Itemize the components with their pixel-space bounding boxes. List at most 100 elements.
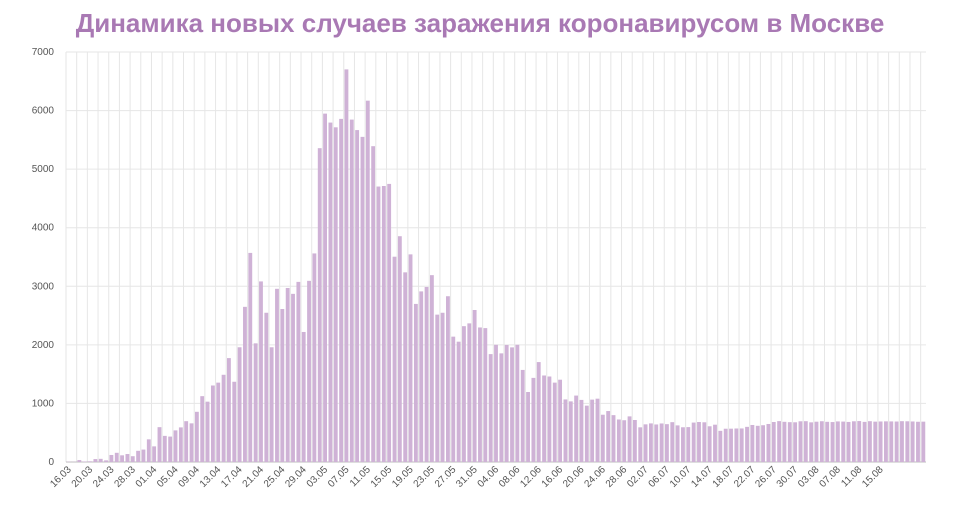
bar: [574, 395, 579, 462]
grid-lines: [65, 51, 926, 463]
y-tick-label: 3000: [32, 281, 55, 292]
bar: [371, 146, 376, 462]
bar: [269, 347, 274, 462]
x-tick-label: 22.07: [732, 464, 758, 490]
bar: [686, 427, 691, 462]
x-tick-label: 12.06: [518, 464, 544, 490]
bar: [504, 344, 509, 462]
bar: [520, 369, 525, 462]
bar: [344, 69, 349, 462]
y-tick-label: 1000: [32, 398, 55, 409]
bar: [381, 186, 386, 463]
x-tick-label: 24.06: [582, 464, 608, 490]
bar: [328, 122, 333, 462]
x-tick-label: 26.07: [753, 464, 779, 490]
x-tick-label: 28.03: [112, 464, 138, 490]
bar: [558, 379, 563, 462]
bar: [130, 456, 135, 462]
bar: [648, 423, 653, 462]
bar: [104, 460, 108, 462]
bar: [878, 421, 883, 462]
bar: [675, 425, 680, 462]
bar: [296, 281, 301, 462]
bar: [120, 455, 125, 462]
bar: [713, 424, 717, 462]
bar: [793, 422, 798, 462]
x-tick-label: 24.03: [91, 464, 117, 490]
bar: [867, 421, 872, 462]
x-tick-label: 09.04: [177, 464, 203, 490]
bar: [750, 424, 755, 462]
bar: [622, 420, 627, 462]
bar: [755, 425, 760, 462]
bar: [88, 461, 92, 462]
bar: [643, 424, 648, 462]
bar: [440, 312, 445, 462]
bar: [77, 460, 82, 462]
bar: [333, 127, 338, 462]
bar: [184, 421, 189, 462]
x-tick-label: 04.06: [476, 464, 502, 490]
bar: [563, 399, 568, 462]
x-tick-label: 08.06: [497, 464, 523, 490]
x-tick-label: 16.06: [540, 464, 566, 490]
y-tick-label: 4000: [32, 223, 55, 234]
bar: [734, 428, 739, 462]
bar: [568, 401, 573, 462]
bar: [168, 436, 173, 462]
bar: [526, 392, 530, 462]
bar: [654, 424, 659, 462]
bar: [397, 236, 402, 462]
bar: [152, 446, 157, 462]
bar: [173, 430, 178, 462]
bar: [451, 336, 456, 462]
bar: [921, 421, 926, 462]
bar: [355, 130, 360, 462]
bar: [98, 458, 103, 462]
bar: [835, 421, 840, 462]
bar: [483, 328, 488, 462]
x-tick-label: 15.05: [369, 464, 395, 490]
bar: [157, 427, 162, 462]
bar: [916, 421, 920, 462]
bar: [446, 296, 450, 462]
bar: [435, 314, 440, 462]
bar: [317, 148, 322, 462]
bar: [114, 452, 119, 462]
bar: [595, 398, 600, 462]
bar: [638, 427, 643, 462]
bar: [189, 423, 194, 462]
x-tick-label: 11.08: [839, 464, 864, 489]
x-tick-label: 03.08: [796, 464, 822, 490]
bar: [360, 136, 365, 462]
bar: [723, 428, 728, 462]
bar: [349, 119, 354, 462]
bar: [408, 254, 413, 462]
bar: [339, 118, 344, 462]
bar: [697, 421, 701, 462]
bar: [889, 421, 894, 462]
bar: [237, 347, 242, 462]
x-tick-label: 29.04: [283, 464, 309, 490]
bar: [467, 323, 472, 462]
bar: [787, 422, 792, 462]
x-tick-label: 21.04: [241, 464, 267, 490]
x-tick-label: 20.03: [70, 464, 96, 490]
bar: [259, 281, 263, 462]
x-tick-label: 13.04: [198, 464, 224, 490]
bar: [900, 421, 904, 462]
bar: [579, 399, 584, 462]
x-tick-label: 15.08: [860, 464, 886, 490]
x-tick-label: 27.05: [433, 464, 459, 490]
bar: [718, 430, 723, 462]
bar: [162, 435, 167, 462]
x-tick-label: 07.08: [818, 464, 844, 490]
bar: [456, 341, 461, 462]
bar: [857, 421, 862, 462]
bar: [488, 354, 493, 462]
bar: [910, 421, 915, 462]
x-tick-label: 23.05: [412, 464, 438, 490]
bar: [739, 428, 744, 462]
bar: [809, 422, 814, 462]
x-tick-label: 10.07: [668, 464, 694, 490]
